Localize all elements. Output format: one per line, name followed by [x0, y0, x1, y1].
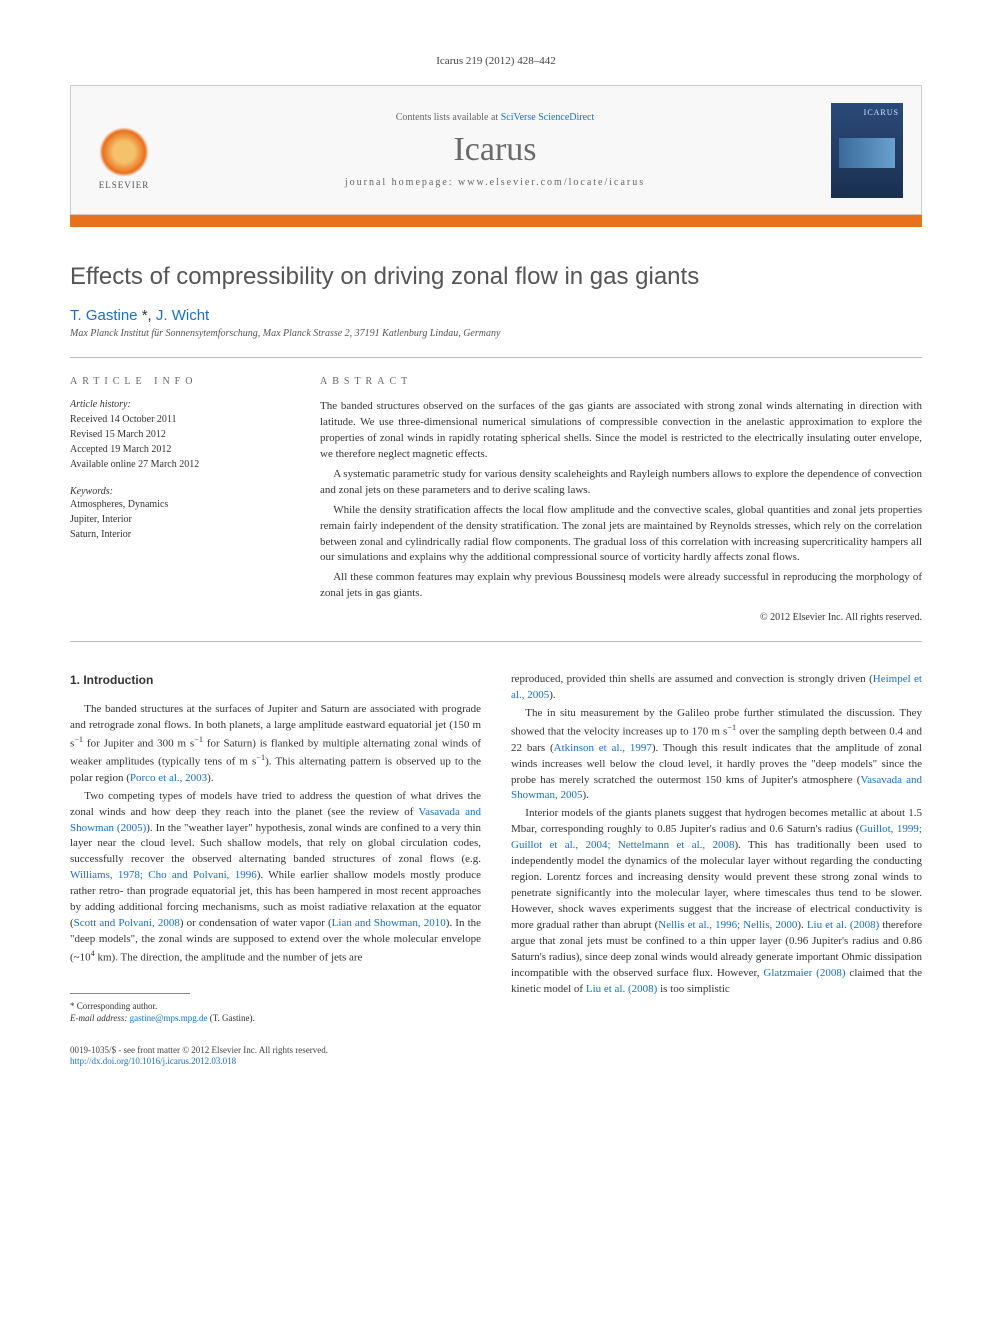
- abstract-block: abstract The banded structures observed …: [320, 376, 922, 623]
- text: ). This has traditionally been used to i…: [511, 839, 922, 931]
- section-heading-intro: 1. Introduction: [70, 672, 481, 689]
- email-who: (T. Gastine).: [210, 1013, 255, 1023]
- ref-scott[interactable]: Scott and Polvani, 2008: [74, 917, 180, 929]
- footnote-block: * Corresponding author. E-mail address: …: [70, 1000, 481, 1025]
- ref-liu2[interactable]: Liu et al. (2008): [586, 983, 657, 995]
- elsevier-tree-icon: [99, 127, 149, 177]
- footnote-corresponding: * Corresponding author.: [70, 1000, 481, 1013]
- intro-p1: The banded structures at the surfaces of…: [70, 702, 481, 787]
- header-center: Contents lists available at SciVerse Sci…: [159, 112, 831, 188]
- abstract-body: The banded structures observed on the su…: [320, 399, 922, 602]
- column-right: reproduced, provided thin shells are ass…: [511, 672, 922, 1025]
- front-matter-line: 0019-1035/$ - see front matter © 2012 El…: [70, 1045, 922, 1057]
- doi-link[interactable]: http://dx.doi.org/10.1016/j.icarus.2012.…: [70, 1056, 236, 1066]
- keyword-3: Saturn, Interior: [70, 527, 280, 542]
- bottom-info: 0019-1035/$ - see front matter © 2012 El…: [70, 1045, 922, 1068]
- meta-row: article info Article history: Received 1…: [70, 376, 922, 623]
- contents-line: Contents lists available at SciVerse Sci…: [159, 112, 831, 123]
- text: ).: [207, 772, 213, 784]
- homepage-url[interactable]: www.elsevier.com/locate/icarus: [458, 177, 645, 188]
- keywords-label: Keywords:: [70, 486, 280, 497]
- history-available: Available online 27 March 2012: [70, 457, 280, 472]
- column-left: 1. Introduction The banded structures at…: [70, 672, 481, 1025]
- abstract-p2: A systematic parametric study for variou…: [320, 467, 922, 499]
- email-link[interactable]: gastine@mps.mpg.de: [130, 1013, 208, 1023]
- ref-liu[interactable]: Liu et al. (2008): [807, 919, 879, 931]
- text: ).: [549, 689, 555, 701]
- divider: [70, 357, 922, 358]
- text: ).: [583, 789, 589, 801]
- accent-bar: [70, 215, 922, 227]
- history-revised: Revised 15 March 2012: [70, 427, 280, 442]
- abstract-p4: All these common features may explain wh…: [320, 570, 922, 602]
- page: Icarus 219 (2012) 428–442 ELSEVIER Conte…: [0, 0, 992, 1108]
- history-accepted: Accepted 19 March 2012: [70, 442, 280, 457]
- journal-cover-thumbnail[interactable]: ICARUS: [831, 103, 903, 198]
- sciencedirect-link[interactable]: SciVerse ScienceDirect: [501, 112, 595, 123]
- title-block: Effects of compressibility on driving zo…: [70, 263, 922, 339]
- ref-atkinson[interactable]: Atkinson et al., 1997: [554, 742, 652, 754]
- contents-prefix: Contents lists available at: [396, 112, 501, 123]
- text: reproduced, provided thin shells are ass…: [511, 673, 873, 685]
- intro-right-p1: reproduced, provided thin shells are ass…: [511, 672, 922, 704]
- divider-2: [70, 641, 922, 642]
- author-1[interactable]: T. Gastine: [70, 307, 138, 324]
- keyword-1: Atmospheres, Dynamics: [70, 497, 280, 512]
- cover-label: ICARUS: [864, 108, 899, 117]
- authors: T. Gastine *, J. Wicht: [70, 307, 922, 324]
- journal-reference: Icarus 219 (2012) 428–442: [70, 55, 922, 67]
- email-label: E-mail address:: [70, 1013, 127, 1023]
- ref-williams-cho[interactable]: Williams, 1978; Cho and Polvani, 1996: [70, 869, 257, 881]
- ref-lian[interactable]: Lian and Showman, 2010: [332, 917, 446, 929]
- journal-header: ELSEVIER Contents lists available at Sci…: [70, 85, 922, 215]
- intro-right-p2: The in situ measurement by the Galileo p…: [511, 706, 922, 804]
- text: is too simplistic: [657, 983, 729, 995]
- intro-p2: Two competing types of models have tried…: [70, 789, 481, 967]
- journal-title: Icarus: [159, 131, 831, 169]
- history-received: Received 14 October 2011: [70, 412, 280, 427]
- article-info: article info Article history: Received 1…: [70, 376, 280, 623]
- keyword-2: Jupiter, Interior: [70, 512, 280, 527]
- text: for Jupiter and 300 m s: [83, 737, 194, 749]
- intro-right-p3: Interior models of the giants planets su…: [511, 806, 922, 997]
- info-heading: article info: [70, 376, 280, 387]
- text: km). The direction, the amplitude and th…: [95, 952, 363, 964]
- ref-nellis[interactable]: Nellis et al., 1996; Nellis, 2000: [658, 919, 797, 931]
- homepage-line: journal homepage: www.elsevier.com/locat…: [159, 177, 831, 188]
- affiliation: Max Planck Institut für Sonnensytemforsc…: [70, 328, 922, 339]
- text: ).: [797, 919, 806, 931]
- elsevier-logo[interactable]: ELSEVIER: [89, 110, 159, 190]
- text: ) or condensation of water vapor (: [180, 917, 332, 929]
- cover-image-icon: [839, 138, 895, 168]
- ref-glatzmaier[interactable]: Glatzmaier (2008): [763, 967, 845, 979]
- author-2[interactable]: J. Wicht: [156, 307, 209, 324]
- footnote-rule: [70, 993, 190, 994]
- ref-porco[interactable]: Porco et al., 2003: [130, 772, 207, 784]
- abstract-p1: The banded structures observed on the su…: [320, 399, 922, 463]
- abstract-p3: While the density stratification affects…: [320, 503, 922, 567]
- abstract-heading: abstract: [320, 376, 922, 387]
- homepage-prefix: journal homepage:: [345, 177, 458, 188]
- abstract-copyright: © 2012 Elsevier Inc. All rights reserved…: [320, 612, 922, 623]
- corresponding-mark: *: [142, 307, 148, 324]
- footnote-email: E-mail address: gastine@mps.mpg.de (T. G…: [70, 1012, 481, 1025]
- article-title: Effects of compressibility on driving zo…: [70, 263, 922, 291]
- elsevier-wordmark: ELSEVIER: [99, 180, 150, 190]
- body-columns: 1. Introduction The banded structures at…: [70, 672, 922, 1025]
- history-label: Article history:: [70, 399, 280, 410]
